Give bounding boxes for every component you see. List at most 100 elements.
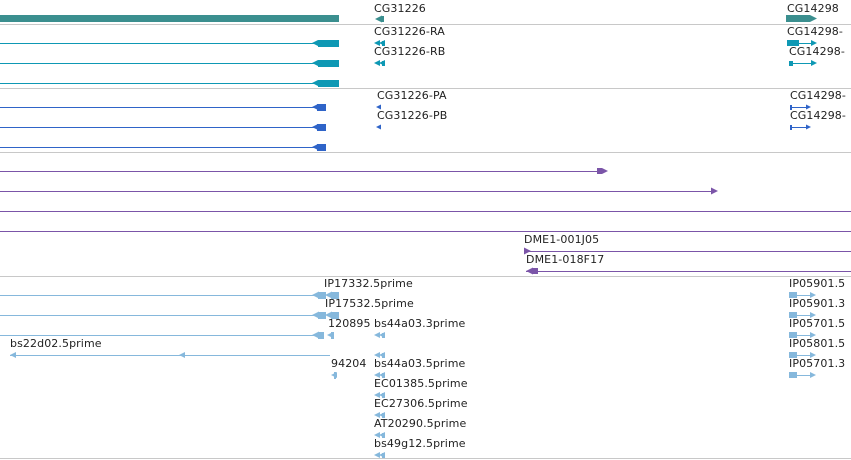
est-block xyxy=(789,312,797,318)
protein-label-cg31226-pb[interactable]: CG31226-PB xyxy=(377,109,448,122)
transcript-small-arrow xyxy=(374,60,380,66)
gene-glyph-cg31226-head xyxy=(375,15,382,23)
est-block xyxy=(382,373,385,378)
est-arrow xyxy=(810,312,816,318)
est-arrow xyxy=(312,311,319,319)
protein-block xyxy=(317,144,326,151)
est-arrow xyxy=(374,432,380,438)
clone-label-dme1-018f17[interactable]: DME1-018F17 xyxy=(526,253,605,266)
protein-strand-arrow xyxy=(312,144,318,150)
gene-glyph-cg14298-head xyxy=(810,15,817,22)
transcript-exon-cg14298 xyxy=(789,61,793,66)
est-block xyxy=(382,453,385,458)
est-label-at20290[interactable]: AT20290.5prime xyxy=(374,417,467,430)
protein-strand-arrow xyxy=(312,124,318,130)
est-block xyxy=(382,393,385,398)
transcript-strand-arrow xyxy=(312,80,318,86)
transcript-exon xyxy=(318,40,339,47)
transcript-strand-arrow xyxy=(312,40,318,46)
est-label-ec27306[interactable]: EC27306.5prime xyxy=(374,397,468,410)
transcript-strand-arrow xyxy=(312,60,318,66)
transcript-label-cg14298-a[interactable]: CG14298- xyxy=(787,25,843,38)
transcript-exon xyxy=(318,60,339,67)
clone-label-dme1-001j05[interactable]: DME1-001J05 xyxy=(524,233,600,246)
transcript-small-exon xyxy=(382,61,385,66)
protein-block xyxy=(790,125,792,130)
protein-label-cg14298-a[interactable]: CG14298- xyxy=(790,89,846,102)
gene-label-cg14298[interactable]: CG14298 xyxy=(787,2,839,15)
est-block xyxy=(382,413,385,418)
est-arrow xyxy=(374,352,380,358)
gene-glyph-cg14298 xyxy=(786,15,810,22)
protein-small-arrow xyxy=(376,104,381,110)
est-arrow xyxy=(312,331,319,339)
est-label-bs44a03-5prime[interactable]: bs44a03.5prime xyxy=(374,357,466,370)
est-arrow xyxy=(374,372,380,378)
transcript-label-cg31226-ra[interactable]: CG31226-RA xyxy=(374,25,445,38)
est-label-ip05701-5[interactable]: IP05701.5 xyxy=(789,317,846,330)
est-label-ip05701-3[interactable]: IP05701.3 xyxy=(789,357,846,370)
transcript-small-exon xyxy=(382,41,385,46)
est-arrow xyxy=(312,291,319,299)
protein-block xyxy=(790,105,792,110)
est-arrow xyxy=(810,332,816,338)
est-arrow xyxy=(374,452,380,458)
est-block xyxy=(789,372,797,378)
est-block xyxy=(318,332,324,339)
transcript-strand-arrow xyxy=(811,40,817,46)
gene-label-cg31226[interactable]: CG31226 xyxy=(374,2,426,15)
est-arrow xyxy=(10,352,16,358)
clone-arrow xyxy=(602,168,608,174)
est-arrow xyxy=(325,291,332,299)
protein-label-cg31226-pa[interactable]: CG31226-PA xyxy=(377,89,447,102)
est-block xyxy=(382,433,385,438)
est-block xyxy=(331,312,339,319)
transcript-exon xyxy=(318,80,339,87)
est-label-120895[interactable]: 120895 xyxy=(328,317,371,330)
est-arrow xyxy=(325,311,332,319)
clone-arrow xyxy=(524,247,531,255)
est-label-ip17332[interactable]: IP17332.5prime xyxy=(324,277,413,290)
est-arrow xyxy=(810,352,816,358)
est-block xyxy=(318,312,326,319)
est-block xyxy=(318,292,326,299)
protein-small-arrow xyxy=(376,124,381,130)
transcript-small-arrow xyxy=(374,40,380,46)
transcript-label-cg14298-b[interactable]: CG14298- xyxy=(789,45,845,58)
est-block xyxy=(334,372,336,379)
protein-strand-arrow xyxy=(806,124,811,130)
est-label-94204[interactable]: 94204 xyxy=(331,357,367,370)
clone-block xyxy=(597,168,602,174)
clone-arrow xyxy=(711,187,718,195)
protein-label-cg14298-b[interactable]: CG14298- xyxy=(790,109,846,122)
est-block xyxy=(331,292,339,299)
est-arrow xyxy=(374,392,380,398)
transcript-strand-arrow xyxy=(811,60,817,66)
est-label-ip05901-3[interactable]: IP05901.3 xyxy=(789,297,846,310)
est-block xyxy=(382,353,385,358)
est-label-ip05801-5[interactable]: IP05801.5 xyxy=(789,337,846,350)
est-label-bs22d02[interactable]: bs22d02.5prime xyxy=(10,337,102,350)
gene-glyph-cg31226 xyxy=(0,15,339,22)
clone-block xyxy=(532,268,538,274)
est-label-ec01385[interactable]: EC01385.5prime xyxy=(374,377,468,390)
est-arrow xyxy=(810,372,816,378)
clone-arrow xyxy=(526,267,533,275)
est-label-ip17532[interactable]: IP17532.5prime xyxy=(325,297,414,310)
est-label-bs49g12[interactable]: bs49g12.5prime xyxy=(374,437,466,450)
est-arrow xyxy=(374,332,380,338)
est-block xyxy=(789,292,797,298)
transcript-label-cg31226-rb[interactable]: CG31226-RB xyxy=(374,45,446,58)
protein-block xyxy=(317,104,326,111)
protein-strand-arrow xyxy=(312,104,318,110)
est-block xyxy=(382,333,385,338)
est-label-bs44a03-3prime[interactable]: bs44a03.3prime xyxy=(374,317,466,330)
gene-glyph-cg31226-tail xyxy=(381,16,384,22)
transcript-exon-cg14298 xyxy=(787,40,799,46)
protein-strand-arrow xyxy=(806,104,811,110)
est-arrow xyxy=(179,352,185,358)
est-arrow xyxy=(374,412,380,418)
est-label-ip05901-5[interactable]: IP05901.5 xyxy=(789,277,846,290)
